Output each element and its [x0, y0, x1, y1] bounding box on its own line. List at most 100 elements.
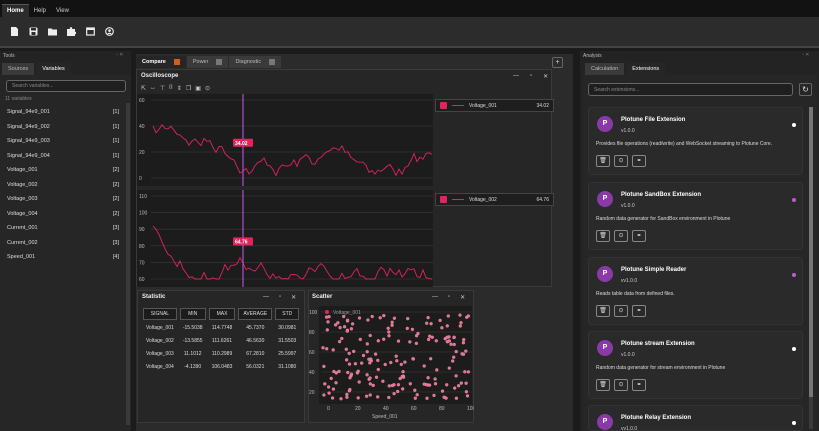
new-file-icon[interactable] [10, 27, 19, 36]
extension-card[interactable]: P Plotune stream Extension v1.0.0 Random da… [588, 331, 803, 399]
extension-card[interactable]: P Plotune File Extension v1.0.0 Provides fi… [588, 107, 803, 175]
expand-h-icon[interactable]: ↔ [150, 85, 157, 91]
scatter-point [352, 349, 356, 354]
extension-card[interactable]: P Plotune SandBox Extension v1.0.0 Random d… [588, 182, 803, 250]
column-header[interactable]: SIGNAL [143, 308, 177, 320]
refresh-icon[interactable]: ↻ [799, 83, 812, 96]
info-icon[interactable]: ⊙ [614, 155, 628, 167]
variable-item[interactable]: Voltage_001 [2] [1, 163, 125, 178]
variable-item[interactable]: Signal_94e9_003 [1] [1, 134, 125, 149]
scatter-point [438, 318, 442, 323]
add-tab-button[interactable]: + [552, 57, 563, 68]
scatter-point [432, 393, 436, 398]
info-icon[interactable]: ⊙ [614, 305, 628, 317]
close-icon[interactable]: ✕ [460, 295, 466, 301]
column-header[interactable]: AVERAGE [238, 308, 273, 320]
oscilloscope-plots[interactable]: 60 40 20 0 34.02 110 100 90 80 70 60 64.76 [137, 94, 433, 288]
open-folder-icon[interactable] [48, 27, 57, 36]
variable-item[interactable]: Signal_94e9_001 [1] [1, 105, 125, 120]
panel-controls[interactable]: ▫ ✕ [116, 52, 124, 58]
close-icon[interactable] [216, 59, 223, 65]
minimize-icon[interactable]: — [513, 73, 519, 79]
menu-tab-home[interactable]: Home [2, 4, 29, 17]
maximize-icon[interactable]: ▫ [448, 294, 451, 300]
menu-tab-help[interactable]: Help [33, 8, 47, 14]
scatter-point [452, 355, 456, 359]
settings-icon[interactable]: ⊙ [204, 86, 210, 92]
search-extensions-input[interactable]: Search extensions... [588, 83, 793, 96]
scrollbar-thumb[interactable] [809, 107, 813, 397]
zoom-icon[interactable]: ⊤ [160, 86, 166, 92]
link-icon[interactable]: ⚭ [632, 230, 646, 242]
tab-sources[interactable]: Sources [2, 63, 35, 77]
scrollbar[interactable] [126, 103, 130, 425]
extension-description: Reads table data from defined files. [596, 291, 675, 297]
menu-tab-view[interactable]: View [56, 8, 69, 14]
variable-item[interactable]: Voltage_002 [2] [1, 178, 125, 193]
legend-voltage-001[interactable]: Voltage_001 34.02 [435, 99, 554, 112]
user-icon[interactable] [105, 27, 114, 36]
close-icon[interactable]: ✕ [291, 295, 297, 301]
variable-item[interactable]: Signal_94e9_002 [1] [1, 120, 125, 135]
variable-item[interactable]: Voltage_004 [2] [1, 207, 125, 222]
scatter-point [401, 387, 405, 391]
link-icon[interactable]: ⚭ [632, 305, 646, 317]
info-icon[interactable]: ⊙ [614, 379, 628, 391]
scatter-point [321, 346, 325, 350]
delete-icon[interactable]: 🗑 [596, 155, 610, 167]
tab-calculation[interactable]: Calculation [585, 63, 625, 77]
split-icon[interactable]: ⇕ [176, 86, 182, 92]
panel-controls[interactable]: ▫ ✕ [802, 52, 810, 58]
image-icon[interactable]: ▣ [195, 86, 201, 92]
legend-voltage-002[interactable]: Voltage_002 64.76 [435, 193, 554, 206]
variable-group-tag: [1] [112, 152, 119, 159]
delete-icon[interactable]: 🗑 [596, 230, 610, 242]
column-header[interactable]: MAX [208, 308, 236, 320]
puzzle-icon[interactable] [67, 27, 77, 36]
scatter-point [390, 320, 394, 324]
window-controls: — ▫ ✕ [432, 294, 465, 301]
scrollbar[interactable] [809, 107, 813, 429]
close-icon[interactable] [269, 59, 276, 65]
scatter-point [387, 384, 391, 388]
delete-icon[interactable]: 🗑 [596, 305, 610, 317]
column-header[interactable]: MIN [179, 308, 206, 320]
fit-icon[interactable]: ⇱ [141, 86, 147, 92]
maximize-icon[interactable]: ▫ [279, 294, 282, 300]
scatter-point [464, 390, 469, 394]
minimize-icon[interactable]: — [432, 294, 438, 300]
table-row[interactable]: Voltage_002 -13.5855 111.6261 46.5630 31.550… [143, 335, 299, 346]
variable-item[interactable]: Signal_94e9_004 [1] [1, 149, 125, 164]
extension-card[interactable]: P Plotune Simple Reader vv1.0.0 Reads table… [588, 257, 803, 325]
extension-card[interactable]: P Plotune Relay Extension vv1.0.0 [588, 405, 803, 431]
scatter-point [367, 357, 371, 361]
info-icon[interactable]: ⊙ [614, 230, 628, 242]
scatter-point [348, 376, 352, 380]
table-row[interactable]: Voltage_003 11.1012 110.2989 67.2810 25.5997 [143, 348, 299, 359]
tab-diagnostic[interactable]: Diagnostic [229, 56, 282, 68]
tab-compare[interactable]: Compare [136, 56, 186, 68]
variable-item[interactable]: Current_002 [3] [1, 236, 125, 251]
search-variables-input[interactable]: Search variables... [6, 80, 126, 92]
variable-item[interactable]: Speed_001 [4] [1, 250, 125, 265]
bracket-icon[interactable]: ⌷ [169, 85, 173, 91]
link-icon[interactable]: ⚭ [632, 155, 646, 167]
tab-power[interactable]: Power [186, 56, 229, 68]
save-icon[interactable] [29, 27, 38, 36]
minimize-icon[interactable]: — [263, 294, 269, 300]
window-icon[interactable] [86, 27, 95, 36]
close-icon[interactable]: ✕ [543, 74, 549, 80]
delete-icon[interactable]: 🗑 [596, 379, 610, 391]
extension-name: Plotune Simple Reader [621, 267, 687, 273]
table-row[interactable]: Voltage_001 -15.5038 114.7748 45.7370 30.098… [143, 322, 299, 333]
line-sample [452, 199, 464, 200]
variable-item[interactable]: Current_001 [3] [1, 221, 125, 236]
scatter-plot[interactable]: 100 80 60 40 20 0 20 40 60 80 100 Speed_001 Voltage_… [309, 304, 474, 422]
column-header[interactable]: STD [275, 308, 300, 320]
copy-icon[interactable]: ❐ [185, 86, 192, 92]
link-icon[interactable]: ⚭ [632, 379, 646, 391]
close-icon[interactable] [173, 59, 180, 65]
table-row[interactable]: Voltage_004 -4.1390 106.0483 56.0321 31.1080 [143, 361, 299, 372]
variable-item[interactable]: Voltage_003 [2] [1, 192, 125, 207]
maximize-icon[interactable]: ▫ [530, 73, 533, 79]
